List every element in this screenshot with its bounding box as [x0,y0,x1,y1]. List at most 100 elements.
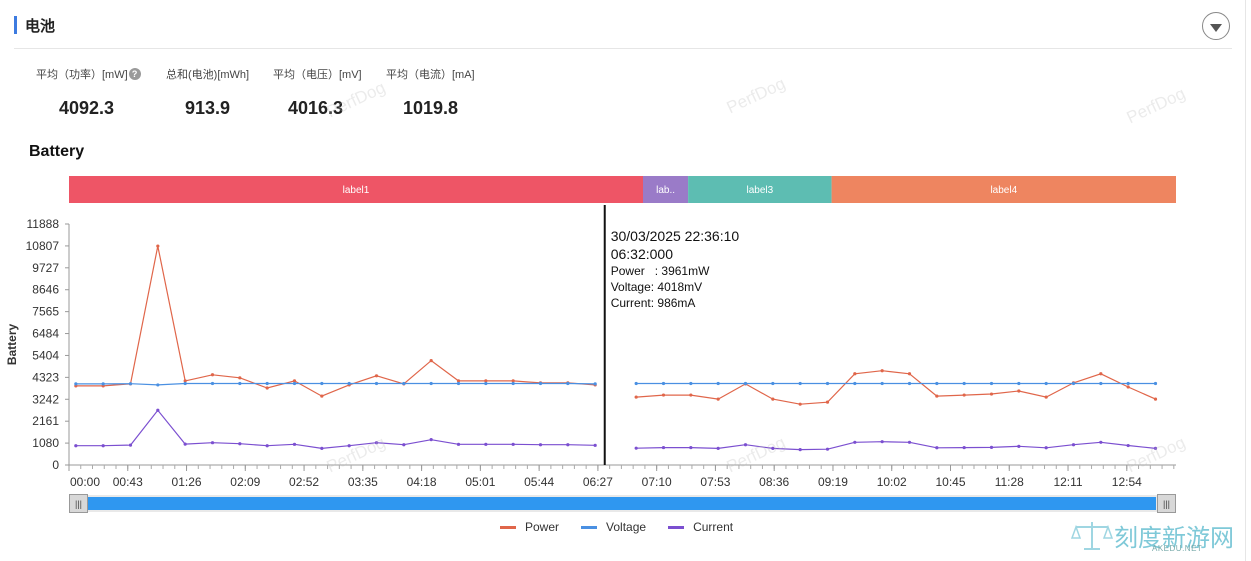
legend-label: Voltage [606,520,647,534]
data-point-voltage [989,381,994,386]
data-point-current [798,447,802,452]
label-band[interactable] [69,176,643,203]
data-point-voltage [689,381,693,386]
data-point-current [347,444,351,448]
data-point-voltage [538,381,543,386]
data-point-current [880,440,884,444]
y-tick-label: 5404 [32,348,59,362]
series-line-power [636,370,1156,405]
data-point-voltage [484,381,488,386]
label-band[interactable] [688,176,832,203]
data-point-current [593,443,597,447]
y-tick-label: 4323 [32,370,59,384]
data-point-power [429,358,433,363]
data-point-voltage [743,381,748,386]
data-point-current [429,438,433,442]
data-point-power [238,376,242,380]
stat-avg-voltage: 平均（电压）[mV] 4016.3 [273,66,386,119]
data-point-voltage [593,382,597,386]
data-point-current [511,442,515,446]
legend-label: Current [693,520,734,534]
data-point-current [1153,446,1158,450]
data-point-voltage [74,382,78,386]
x-tick-label: 05:44 [524,475,554,489]
x-tick-label: 11:28 [995,475,1024,489]
data-point-power [1044,395,1048,399]
x-tick-label: 07:10 [642,475,672,489]
x-tick-label: 00:43 [113,475,143,489]
data-point-voltage [935,381,939,386]
stats-row: 平均（功率）[mW]? 4092.3 总和(电池)[mWh] 913.9 平均（… [36,66,496,119]
data-point-power [210,373,215,377]
data-point-power [265,386,269,390]
data-point-voltage [265,381,269,386]
x-tick-label: 08:36 [759,475,789,489]
data-point-power [156,244,160,248]
legend-label: Power [525,520,560,534]
x-tick-label: 10:45 [935,475,965,489]
zoom-slider-start-handle[interactable]: ||| [69,494,88,513]
tooltip-elapsed: 06:32:000 [611,246,673,262]
x-tick-label: 09:19 [818,475,848,489]
series-line-current [75,409,596,450]
data-point-voltage [128,382,133,386]
x-tick-label: 12:54 [1112,475,1142,489]
x-tick-label: 07:53 [700,475,730,489]
data-point-current [265,444,269,448]
y-tick-label: 10807 [26,239,60,253]
section-title: 电池 [25,18,56,35]
help-icon[interactable]: ? [128,68,141,80]
label-band[interactable] [643,176,689,203]
label-band-text: label3 [746,185,773,196]
stat-label: 平均（电压）[mV] [273,69,362,81]
data-point-current [484,442,488,446]
data-point-power [292,379,297,383]
legend-item-voltage[interactable]: Voltage [581,520,646,534]
data-point-voltage [1099,381,1103,386]
data-point-current [183,442,187,446]
data-point-voltage [880,381,884,386]
zoom-slider-end-handle[interactable]: ||| [1157,494,1176,513]
y-tick-label: 3242 [32,392,59,406]
data-point-power [183,379,187,383]
x-tick-label: 12:11 [1053,475,1082,489]
legend-swatch [581,525,598,529]
y-tick-label: 7565 [32,305,59,319]
legend-item-current[interactable]: Current [668,520,733,534]
x-tick-label: 00:00 [70,475,100,489]
data-point-current [907,440,912,444]
data-point-voltage [962,381,966,386]
data-point-current [853,440,857,444]
data-point-power [1126,385,1130,389]
data-point-voltage [210,381,215,386]
stat-value: 913.9 [185,98,231,118]
label-band[interactable] [831,176,1176,203]
data-point-current [210,441,215,445]
data-point-power [689,393,693,397]
data-point-power [853,372,857,376]
data-point-current [74,444,78,448]
data-point-current [1017,444,1021,448]
data-point-power [825,400,830,404]
x-tick-label: 06:27 [583,475,613,489]
zoom-slider-range[interactable] [88,497,1156,510]
data-point-power [1017,389,1021,393]
x-tick-label: 01:26 [172,475,202,489]
data-point-current [101,444,105,448]
data-point-voltage [853,381,857,386]
data-point-current [1126,443,1130,448]
scale-icon [1070,522,1114,550]
data-point-voltage [1044,381,1048,386]
brand-name: 刻度新游网 [1114,524,1234,552]
y-tick-label: 0 [52,458,59,472]
panel-border [1245,0,1246,561]
legend-item-power[interactable]: Power [500,520,559,534]
data-point-current [128,443,133,447]
tooltip-line: Voltage: 4018mV [611,280,702,294]
data-point-current [716,446,720,450]
data-point-power [511,379,515,383]
collapse-button[interactable] [1202,12,1230,40]
data-point-current [1099,440,1103,444]
data-point-voltage [456,381,461,386]
